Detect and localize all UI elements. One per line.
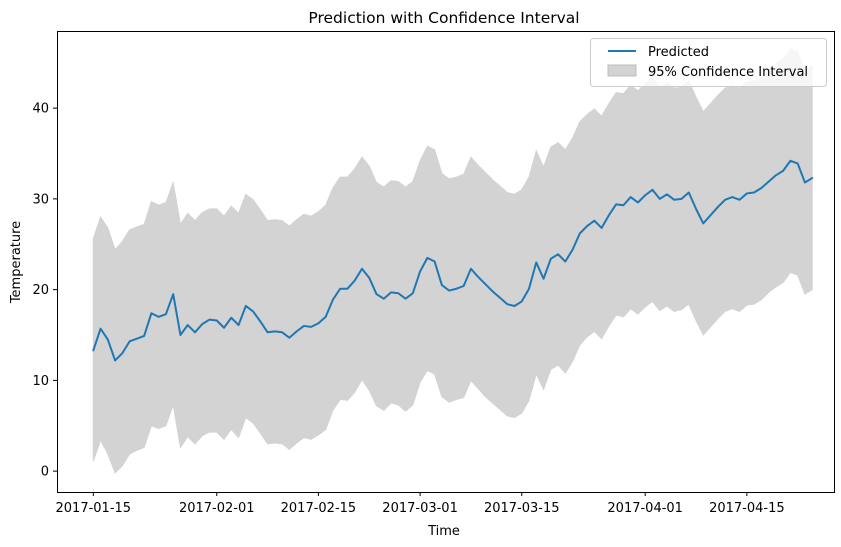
plot-frame bbox=[57, 31, 835, 493]
x-tick-label: 2017-02-01 bbox=[179, 501, 255, 516]
x-tick-label: 2017-03-15 bbox=[484, 501, 560, 516]
legend-ci-label: 95% Confidence Interval bbox=[648, 65, 808, 80]
x-axis-label: Time bbox=[427, 524, 460, 539]
plot-area bbox=[92, 48, 814, 474]
legend: Predicted 95% Confidence Interval bbox=[590, 38, 827, 87]
legend-box bbox=[590, 38, 827, 87]
x-tick-label: 2017-04-15 bbox=[709, 501, 785, 516]
x-tick-label: 2017-04-01 bbox=[607, 501, 683, 516]
legend-predicted-label: Predicted bbox=[648, 45, 709, 60]
confidence-interval-band bbox=[92, 48, 813, 474]
y-tick-label: 10 bbox=[32, 374, 49, 389]
y-axis-label: Temperature bbox=[9, 221, 24, 304]
x-axis-ticks: 2017-01-15 2017-02-01 2017-02-15 2017-03-01… bbox=[56, 492, 785, 516]
y-tick-label: 0 bbox=[41, 465, 49, 480]
y-axis-ticks: 0 10 20 30 40 bbox=[32, 102, 57, 480]
y-tick-label: 20 bbox=[32, 283, 49, 298]
legend-ci-swatch bbox=[607, 64, 637, 77]
x-tick-label: 2017-03-01 bbox=[382, 501, 458, 516]
x-tick-label: 2017-02-15 bbox=[281, 501, 357, 516]
predicted-series-line bbox=[92, 159, 814, 362]
chart-title: Prediction with Confidence Interval bbox=[308, 9, 579, 27]
x-tick-label: 2017-01-15 bbox=[56, 501, 132, 516]
y-tick-label: 40 bbox=[32, 102, 49, 117]
y-tick-label: 30 bbox=[32, 192, 49, 207]
